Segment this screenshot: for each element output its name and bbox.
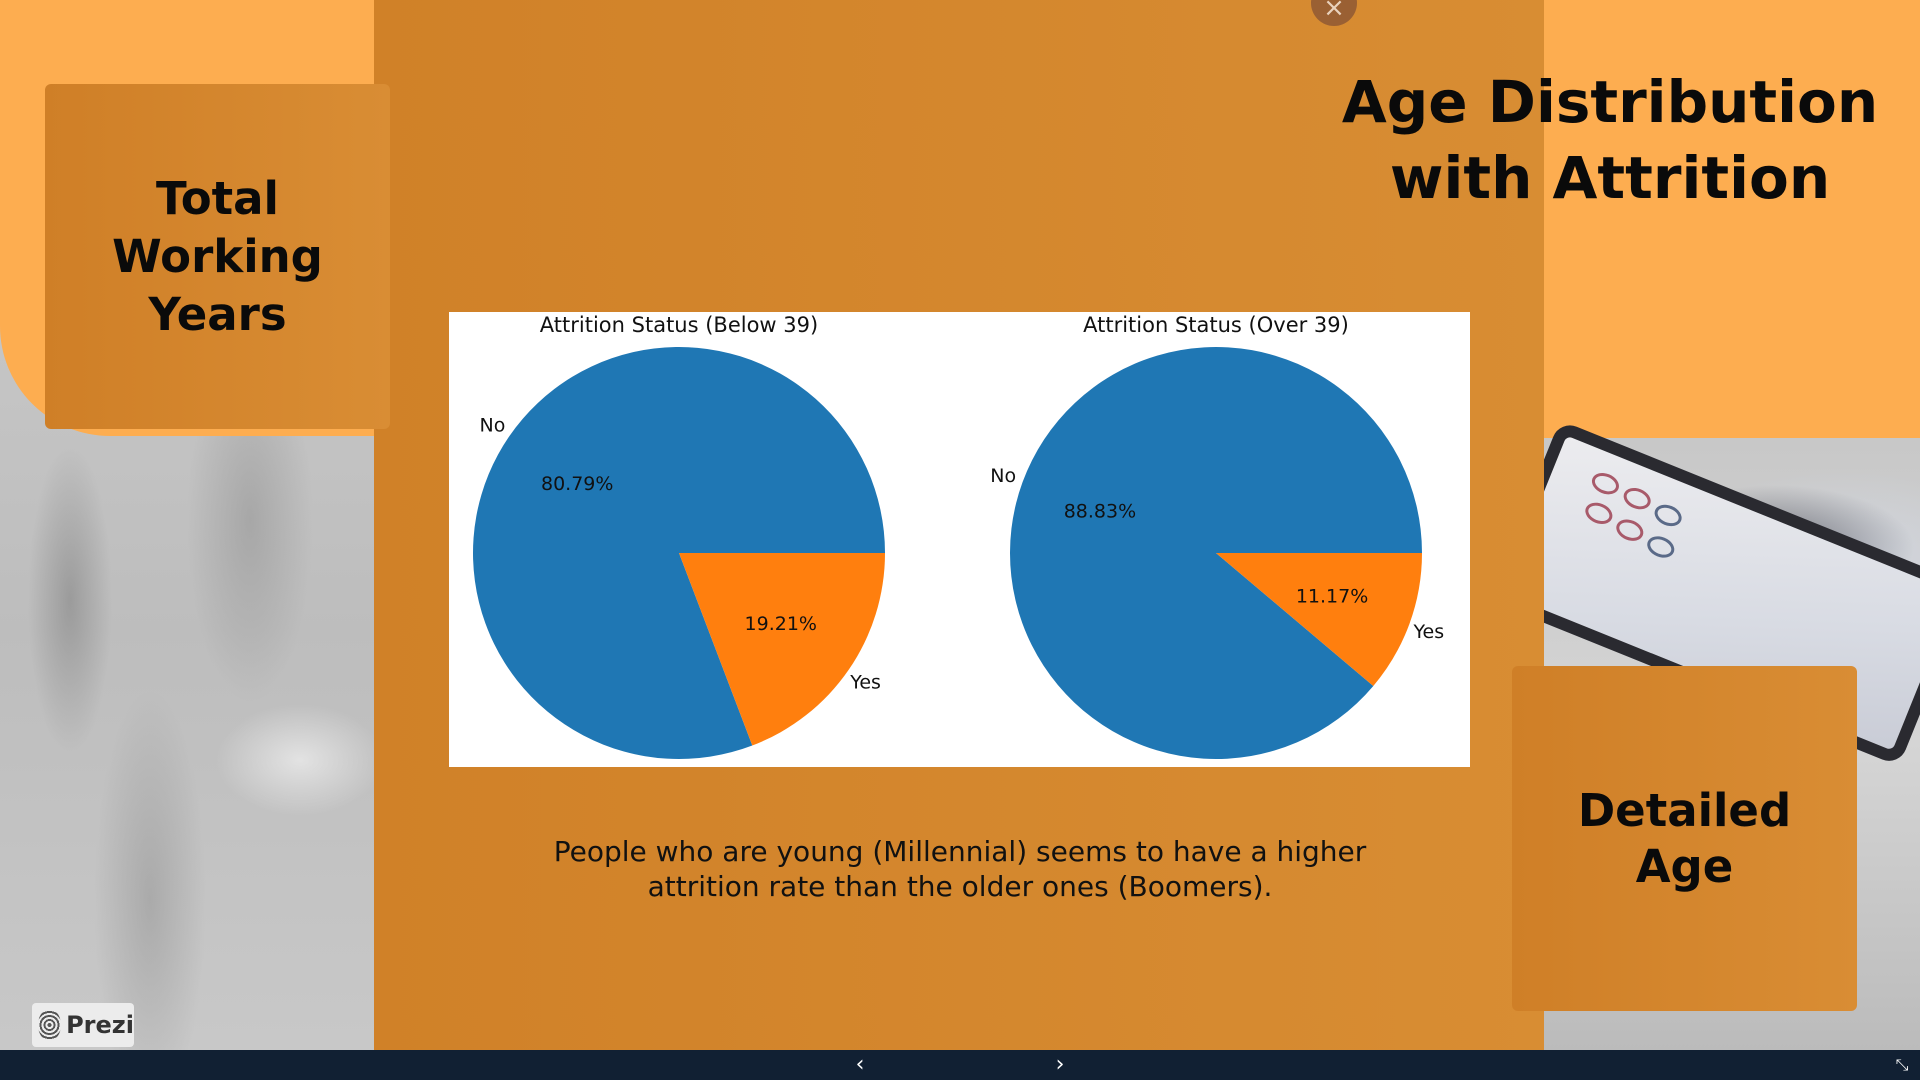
pie-category-label: No [480,414,506,436]
tablet-dot [1582,498,1616,528]
right-orange-shape [1544,0,1920,438]
total-working-years-card[interactable]: Total Working Years [45,84,390,429]
attrition-pie-charts: Attrition Status (Below 39) 80.79% No 19.21… [449,312,1470,767]
chevron-left-icon: ‹ [855,1052,865,1077]
card-label: Total Working Years [112,171,323,341]
tablet-dot [1620,484,1654,514]
slide-caption: People who are young (Millennial) seems … [553,835,1367,903]
close-button[interactable]: × [1311,0,1357,26]
pie-value-label: 80.79% [541,473,613,495]
chart-title: Attrition Status (Over 39) [1083,313,1349,337]
slide-title: Age Distribution with Attrition [1341,68,1879,212]
prezi-logo-icon [38,1009,62,1041]
pie-category-label: Yes [849,672,881,694]
pie-slice-yes [1216,553,1422,686]
pie-value-label: 11.17% [1296,585,1368,607]
next-slide-button[interactable]: › [1040,1050,1080,1080]
pie-charts-svg: Attrition Status (Below 39) 80.79% No 19.21… [473,313,1444,759]
exit-fullscreen-button[interactable]: ⤡ [1882,1050,1920,1080]
prezi-logo[interactable]: Prezi [32,1003,134,1047]
close-icon: × [1323,0,1345,23]
card-label: Detailed Age [1577,783,1792,893]
detailed-age-card[interactable]: Detailed Age [1512,666,1857,1011]
pie-category-label: No [990,465,1016,487]
tablet-dot [1651,500,1685,530]
chevron-right-icon: › [1055,1052,1065,1077]
previous-slide-button[interactable]: ‹ [840,1050,880,1080]
pie-slice-no [1009,347,1422,759]
pie-value-label: 88.83% [1064,501,1136,523]
tablet-dot [1644,532,1678,562]
tablet-dot [1588,469,1623,499]
pie-category-label: Yes [1412,621,1444,643]
chart-title: Attrition Status (Below 39) [540,313,818,337]
pie-slice-yes [679,553,885,746]
prezi-logo-text: Prezi [66,1011,134,1039]
exit-fullscreen-icon: ⤡ [1895,1055,1909,1074]
presentation-navbar: ‹ › ⤡ [0,1050,1920,1080]
pie-value-label: 19.21% [745,613,817,635]
tablet-dot [1613,515,1647,545]
